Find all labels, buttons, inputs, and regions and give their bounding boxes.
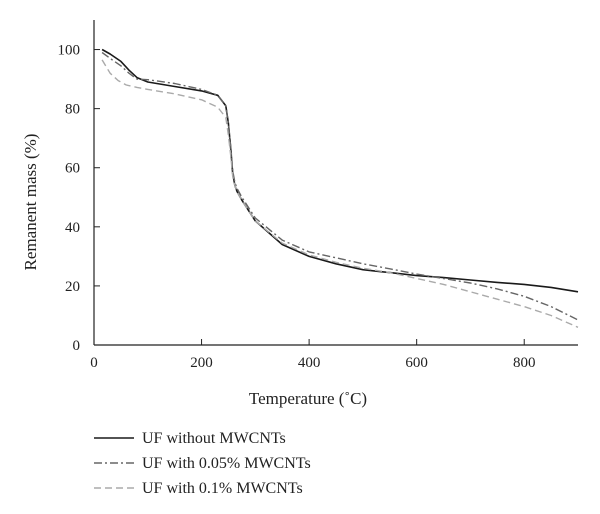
series-layer — [101, 48, 579, 328]
legend: UF without MWCNTs UF with 0.05% MWCNTs U… — [94, 430, 311, 497]
series-line-1 — [101, 51, 579, 321]
series-line-2 — [101, 59, 579, 328]
x-axis-label: Temperature (˚C) — [249, 389, 367, 408]
y-tick-label: 40 — [65, 220, 80, 236]
legend-label-1: UF with 0.05% MWCNTs — [142, 455, 311, 472]
x-tick-label: 0 — [90, 355, 98, 371]
y-tick-label: 60 — [65, 161, 80, 177]
x-tick-label: 400 — [298, 355, 321, 371]
x-tick-label: 800 — [513, 355, 536, 371]
axes — [93, 20, 578, 346]
x-tick-label: 600 — [405, 355, 428, 371]
y-ticks: 0 20 40 60 80 100 — [58, 43, 100, 354]
y-tick-label: 20 — [65, 279, 80, 295]
y-tick-label: 0 — [73, 338, 81, 354]
y-tick-label: 100 — [58, 43, 81, 59]
x-ticks: 0 200 400 600 800 — [90, 339, 535, 371]
series-line-0 — [101, 48, 579, 293]
legend-label-2: UF with 0.1% MWCNTs — [142, 480, 303, 497]
y-axis-label: Remanent mass (%) — [21, 134, 40, 271]
legend-label-0: UF without MWCNTs — [142, 430, 286, 447]
y-tick-label: 80 — [65, 102, 80, 118]
x-tick-label: 200 — [190, 355, 213, 371]
